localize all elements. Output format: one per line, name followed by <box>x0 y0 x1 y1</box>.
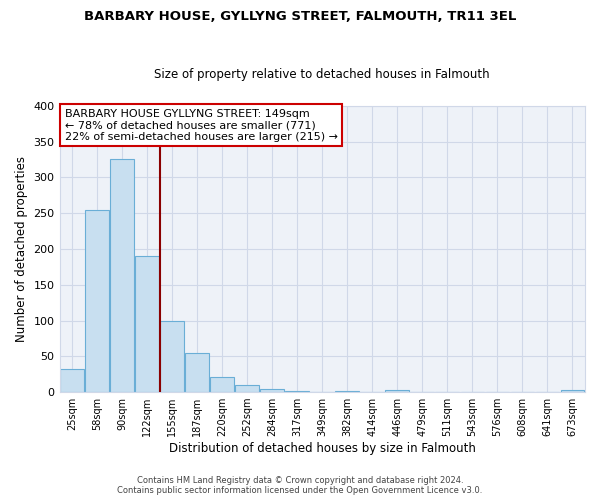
Bar <box>335 390 359 392</box>
Y-axis label: Number of detached properties: Number of detached properties <box>15 156 28 342</box>
Bar <box>160 320 184 392</box>
Bar <box>110 160 134 392</box>
Bar <box>60 369 84 392</box>
X-axis label: Distribution of detached houses by size in Falmouth: Distribution of detached houses by size … <box>169 442 476 455</box>
Bar <box>185 352 209 392</box>
Bar <box>210 377 234 392</box>
Bar <box>286 390 309 392</box>
Bar <box>560 390 584 392</box>
Title: Size of property relative to detached houses in Falmouth: Size of property relative to detached ho… <box>154 68 490 81</box>
Bar <box>385 390 409 392</box>
Bar <box>235 385 259 392</box>
Bar <box>135 256 159 392</box>
Bar <box>85 210 109 392</box>
Bar <box>260 388 284 392</box>
Text: BARBARY HOUSE, GYLLYNG STREET, FALMOUTH, TR11 3EL: BARBARY HOUSE, GYLLYNG STREET, FALMOUTH,… <box>84 10 516 23</box>
Text: Contains HM Land Registry data © Crown copyright and database right 2024.
Contai: Contains HM Land Registry data © Crown c… <box>118 476 482 495</box>
Text: BARBARY HOUSE GYLLYNG STREET: 149sqm
← 78% of detached houses are smaller (771)
: BARBARY HOUSE GYLLYNG STREET: 149sqm ← 7… <box>65 108 338 142</box>
